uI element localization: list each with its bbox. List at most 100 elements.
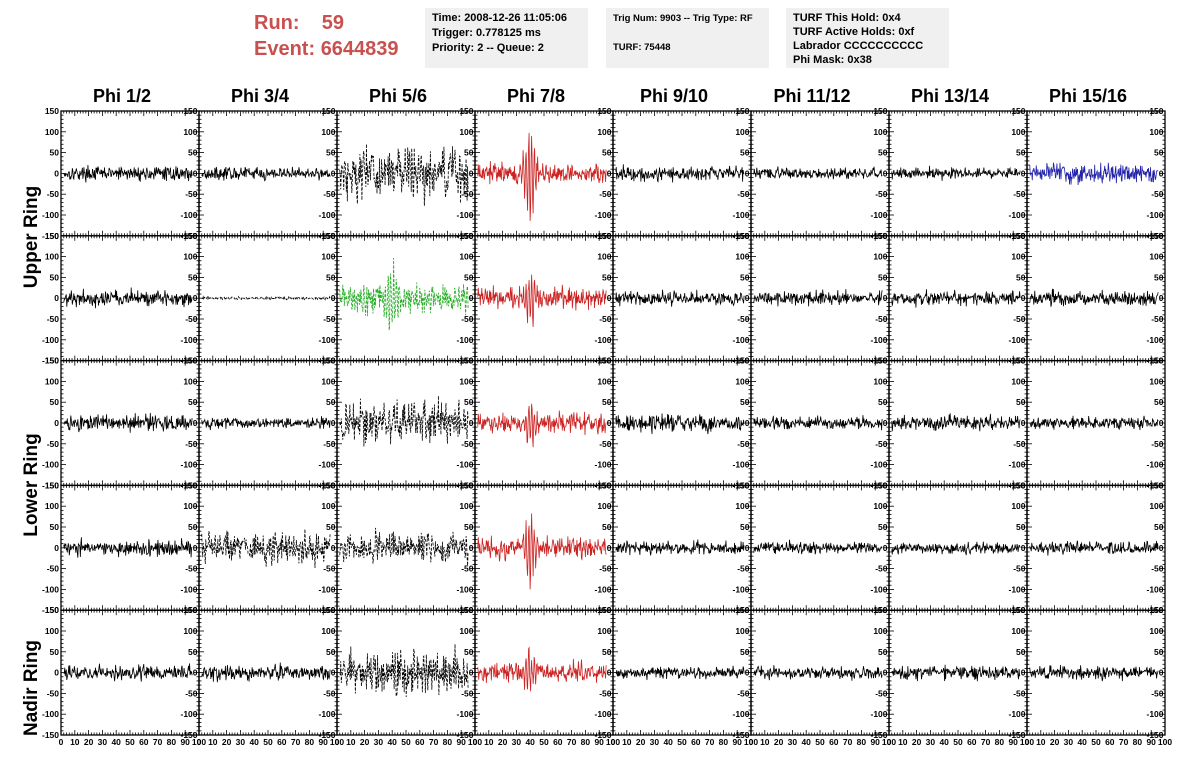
y-tick-label-right: 100 xyxy=(1011,376,1025,386)
y-tick-label-right: -50 xyxy=(1013,439,1026,449)
y-tick-label-right: 100 xyxy=(183,252,197,262)
y-tick-label-right: 0 xyxy=(883,168,888,178)
waveform-trace xyxy=(63,165,193,183)
y-tick-label-right: 50 xyxy=(878,272,888,282)
y-tick-label-right: 150 xyxy=(183,231,197,241)
y-tick-label-right: -100 xyxy=(594,460,611,470)
y-tick-label-right: 50 xyxy=(740,397,750,407)
y-tick-label-right: 150 xyxy=(321,356,335,366)
y-tick-label-right: 150 xyxy=(873,106,887,116)
y-tick-label-right: 150 xyxy=(1149,231,1163,241)
y-tick-label-left: 100 xyxy=(45,376,59,386)
y-tick-label-right: 50 xyxy=(878,148,888,158)
y-tick-label-right: 150 xyxy=(873,356,887,366)
y-tick-label-right: 0 xyxy=(331,293,336,303)
phi-header-1: Phi 1/2 xyxy=(92,86,152,106)
y-tick-label-right: 150 xyxy=(459,231,473,241)
y-tick-label-left: -150 xyxy=(42,356,59,366)
event-value: 6644839 xyxy=(320,38,399,60)
waveform-trace xyxy=(891,165,1021,181)
y-tick-label-left: 100 xyxy=(45,252,59,262)
turf-active-holds-line: TURF Active Holds: 0xf xyxy=(793,26,915,38)
waveform-trace xyxy=(201,295,331,301)
y-tick-label-right: -100 xyxy=(732,335,749,345)
y-tick-label-left: 100 xyxy=(45,501,59,511)
phi-mask-line: Phi Mask: 0x38 xyxy=(793,54,872,66)
y-tick-label-right: 100 xyxy=(597,501,611,511)
time-line: Time: 2008-12-26 11:05:06 xyxy=(432,12,567,24)
y-tick-label-right: -100 xyxy=(870,460,887,470)
y-tick-label-right: 150 xyxy=(459,480,473,490)
y-tick-label-left: 100 xyxy=(45,127,59,137)
y-tick-label-right: 150 xyxy=(459,106,473,116)
y-tick-label-right: 0 xyxy=(883,293,888,303)
y-tick-label-right: -50 xyxy=(323,189,336,199)
turf-line: TURF: 75448 xyxy=(613,42,671,53)
y-tick-label-left: -50 xyxy=(47,314,60,324)
waveform-trace xyxy=(63,537,193,558)
run-value: 59 xyxy=(321,12,345,34)
y-tick-label-right: 100 xyxy=(873,127,887,137)
labrador-line: Labrador CCCCCCCCCC xyxy=(793,40,924,52)
y-tick-label-right: -100 xyxy=(870,335,887,345)
y-tick-label-right: 100 xyxy=(183,501,197,511)
y-tick-label-right: 50 xyxy=(464,397,474,407)
waveform-trace xyxy=(339,395,469,447)
y-tick-label-left: -50 xyxy=(47,564,60,574)
y-tick-label-right: -100 xyxy=(456,460,473,470)
y-tick-label-right: 150 xyxy=(1011,231,1025,241)
y-tick-label-right: -100 xyxy=(318,584,335,594)
waveform-trace xyxy=(339,258,469,331)
y-tick-label-left: 0 xyxy=(54,543,59,553)
y-tick-label-right: 50 xyxy=(188,397,198,407)
y-tick-label-right: 100 xyxy=(1011,127,1025,137)
y-tick-label-right: 0 xyxy=(1159,418,1164,428)
y-tick-label-left: -100 xyxy=(42,460,59,470)
y-tick-label-right: -100 xyxy=(1146,210,1163,220)
y-tick-label-right: -100 xyxy=(318,210,335,220)
y-tick-label-right: 50 xyxy=(326,522,336,532)
y-tick-label-right: 0 xyxy=(331,543,336,553)
y-tick-label-right: 0 xyxy=(745,293,750,303)
y-tick-label-right: -50 xyxy=(737,439,750,449)
y-tick-label-right: 0 xyxy=(469,543,474,553)
y-tick-label-left: -150 xyxy=(42,605,59,615)
y-tick-label-right: -50 xyxy=(599,189,612,199)
y-tick-label-right: 150 xyxy=(1149,106,1163,116)
y-tick-label-right: -50 xyxy=(323,314,336,324)
y-tick-label-right: 50 xyxy=(464,272,474,282)
y-tick-label-right: -100 xyxy=(180,584,197,594)
y-tick-label-right: -50 xyxy=(875,439,888,449)
waveform-trace xyxy=(1029,415,1159,431)
waveform-trace xyxy=(63,287,193,309)
y-tick-label-right: 0 xyxy=(1021,418,1026,428)
y-tick-label-left: -50 xyxy=(47,439,60,449)
y-tick-label-right: -50 xyxy=(1013,189,1026,199)
y-tick-label-right: -100 xyxy=(732,460,749,470)
y-tick-label-right: -50 xyxy=(461,564,474,574)
trig-num-line: Trig Num: 9903 -- Trig Type: RF xyxy=(613,13,753,24)
y-tick-label-right: 100 xyxy=(459,127,473,137)
y-tick-label-right: -100 xyxy=(456,584,473,594)
y-tick-label-right: 150 xyxy=(321,106,335,116)
y-tick-label-right: 100 xyxy=(183,127,197,137)
waveform-trace xyxy=(477,403,607,448)
y-tick-label-right: 0 xyxy=(193,168,198,178)
y-tick-label-right: 150 xyxy=(321,480,335,490)
y-tick-label-right: 50 xyxy=(878,397,888,407)
y-tick-label-left: 150 xyxy=(45,106,59,116)
event-row: Event: 6644839 xyxy=(254,36,399,62)
y-tick-label-right: -100 xyxy=(594,584,611,594)
y-tick-label-right: 0 xyxy=(1159,293,1164,303)
